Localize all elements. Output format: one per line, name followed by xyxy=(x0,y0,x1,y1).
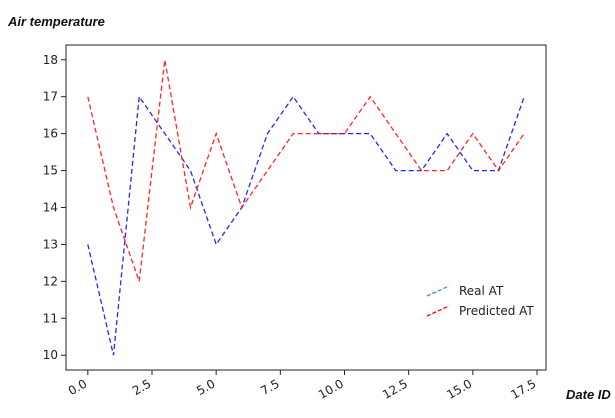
y-tick-label: 13 xyxy=(43,237,58,251)
y-tick-label: 14 xyxy=(43,201,58,215)
legend-label: Predicted AT xyxy=(459,304,534,318)
x-tick-label: 5.0 xyxy=(194,376,218,398)
x-tick-label: 2.5 xyxy=(130,376,154,398)
x-tick-label: 10.0 xyxy=(316,376,346,401)
x-tick-label: 15.0 xyxy=(444,376,474,401)
x-tick-label: 0.0 xyxy=(66,376,90,398)
y-tick-label: 18 xyxy=(43,53,58,67)
legend: Real AT Predicted AT xyxy=(426,284,534,318)
y-tick-label: 16 xyxy=(43,127,58,141)
x-tick-label: 17.5 xyxy=(508,376,538,401)
x-axis-label: Date ID xyxy=(566,387,611,402)
series-lines xyxy=(87,59,525,356)
y-axis-label: Air temperature xyxy=(7,14,105,29)
legend-line xyxy=(426,305,450,317)
series-line-real-at xyxy=(87,94,525,356)
y-axis-ticks: 10 11 12 13 14 15 16 17 18 xyxy=(43,53,66,362)
y-tick-label: 17 xyxy=(43,90,58,104)
legend-label: Real AT xyxy=(459,284,504,298)
series-line-predicted-at xyxy=(87,59,525,282)
plot-frame xyxy=(65,44,547,371)
y-tick-label: 12 xyxy=(43,274,58,288)
y-tick-label: 10 xyxy=(43,348,58,362)
x-axis-ticks: 0.0 2.5 5.0 7.5 10.0 12.5 15.0 17.5 xyxy=(66,370,539,402)
y-tick-label: 15 xyxy=(43,164,58,178)
x-tick-label: 7.5 xyxy=(258,376,282,398)
legend-line xyxy=(426,285,450,297)
x-tick-label: 12.5 xyxy=(380,376,410,401)
y-tick-label: 11 xyxy=(43,311,58,325)
